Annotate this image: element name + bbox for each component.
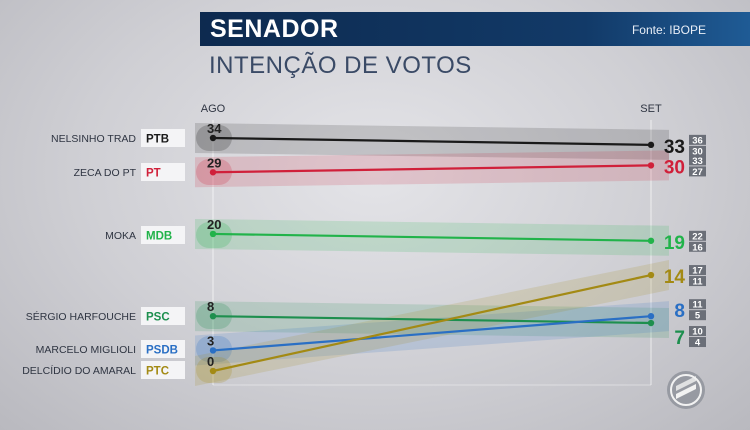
- series-line: [212, 315, 652, 352]
- x-tick-label: SET: [640, 103, 662, 115]
- data-label-end: 33: [664, 137, 685, 158]
- x-tick-label: AGO: [201, 103, 226, 115]
- legend-candidate-name: MARCELO MIGLIOLI: [36, 344, 136, 356]
- legend-party-chip: [141, 340, 185, 358]
- legend-party-chip: [141, 163, 185, 181]
- legend-party-label: PSDB: [146, 345, 178, 357]
- data-point: [647, 319, 655, 327]
- data-point: [647, 141, 655, 149]
- data-point: [209, 134, 217, 142]
- data-point: [647, 271, 655, 279]
- series-line: [212, 232, 652, 242]
- legend-party-chip: [141, 129, 185, 147]
- data-label-start: 3: [207, 333, 214, 348]
- legend-party-chip: [141, 226, 185, 244]
- error-margin-upper: 33: [692, 156, 703, 167]
- data-point: [209, 347, 217, 354]
- error-margin-lower: 16: [692, 242, 703, 253]
- legend-candidate-name: NELSINHO TRAD: [51, 133, 136, 145]
- error-margin-box: [689, 265, 706, 287]
- data-point: [209, 312, 217, 320]
- error-margin-lower: 27: [692, 167, 703, 178]
- data-label-end: 14: [664, 267, 686, 288]
- error-margin-lower: 30: [692, 146, 703, 157]
- data-label-start: 34: [207, 121, 222, 136]
- data-point: [209, 169, 217, 176]
- error-margin-box: [689, 230, 706, 252]
- error-margin-box: [689, 134, 706, 156]
- broadcaster-logo: [667, 371, 705, 409]
- data-label-end: 7: [674, 328, 685, 349]
- data-label-start: 0: [207, 354, 214, 369]
- data-point: [209, 230, 217, 238]
- legend-party-chip: [141, 307, 185, 325]
- error-margin-upper: 17: [692, 266, 703, 277]
- error-margin-upper: 22: [692, 231, 703, 242]
- error-margin-upper: 11: [692, 300, 703, 311]
- data-label-end: 8: [674, 301, 685, 322]
- data-label-start: 20: [207, 217, 221, 232]
- chart-subtitle: INTENÇÃO DE VOTOS: [209, 52, 472, 79]
- source-label: Fonte: IBOPE: [631, 23, 706, 37]
- legend-party-chip: [141, 361, 185, 379]
- series-line: [212, 136, 652, 146]
- header-bar: SENADOR Fonte: IBOPE: [200, 12, 750, 46]
- data-label-start: 8: [207, 299, 214, 314]
- error-margin-lower: 5: [695, 311, 701, 322]
- data-label-start: 29: [207, 155, 221, 170]
- legend-candidate-name: MOKA: [105, 230, 136, 242]
- error-margin-lower: 11: [692, 277, 703, 288]
- series-line: [212, 273, 652, 373]
- legend-party-label: PTB: [146, 134, 169, 146]
- error-margin-lower: 4: [695, 338, 701, 349]
- data-label-end: 19: [664, 233, 685, 254]
- legend-party-label: PT: [146, 168, 161, 180]
- legend-candidate-name: ZECA DO PT: [74, 167, 137, 179]
- error-margin-box: [689, 155, 706, 177]
- error-margin-upper: 36: [692, 135, 703, 146]
- data-point: [647, 312, 655, 320]
- legend-party-label: PTC: [146, 366, 169, 378]
- legend-party-label: MDB: [146, 231, 172, 243]
- error-margin-box: [689, 299, 706, 321]
- series-line: [212, 164, 652, 174]
- legend-candidate-name: DELCÍDIO DO AMARAL: [22, 364, 136, 377]
- error-margin-box: [689, 326, 706, 348]
- data-point: [647, 237, 655, 244]
- data-point: [209, 367, 217, 375]
- legend-candidate-name: SÉRGIO HARFOUCHE: [26, 310, 136, 323]
- error-margin-upper: 10: [692, 327, 703, 338]
- legend-party-label: PSC: [146, 312, 170, 324]
- data-point: [647, 162, 655, 169]
- chart-title: SENADOR: [210, 15, 339, 43]
- data-label-end: 30: [664, 157, 685, 178]
